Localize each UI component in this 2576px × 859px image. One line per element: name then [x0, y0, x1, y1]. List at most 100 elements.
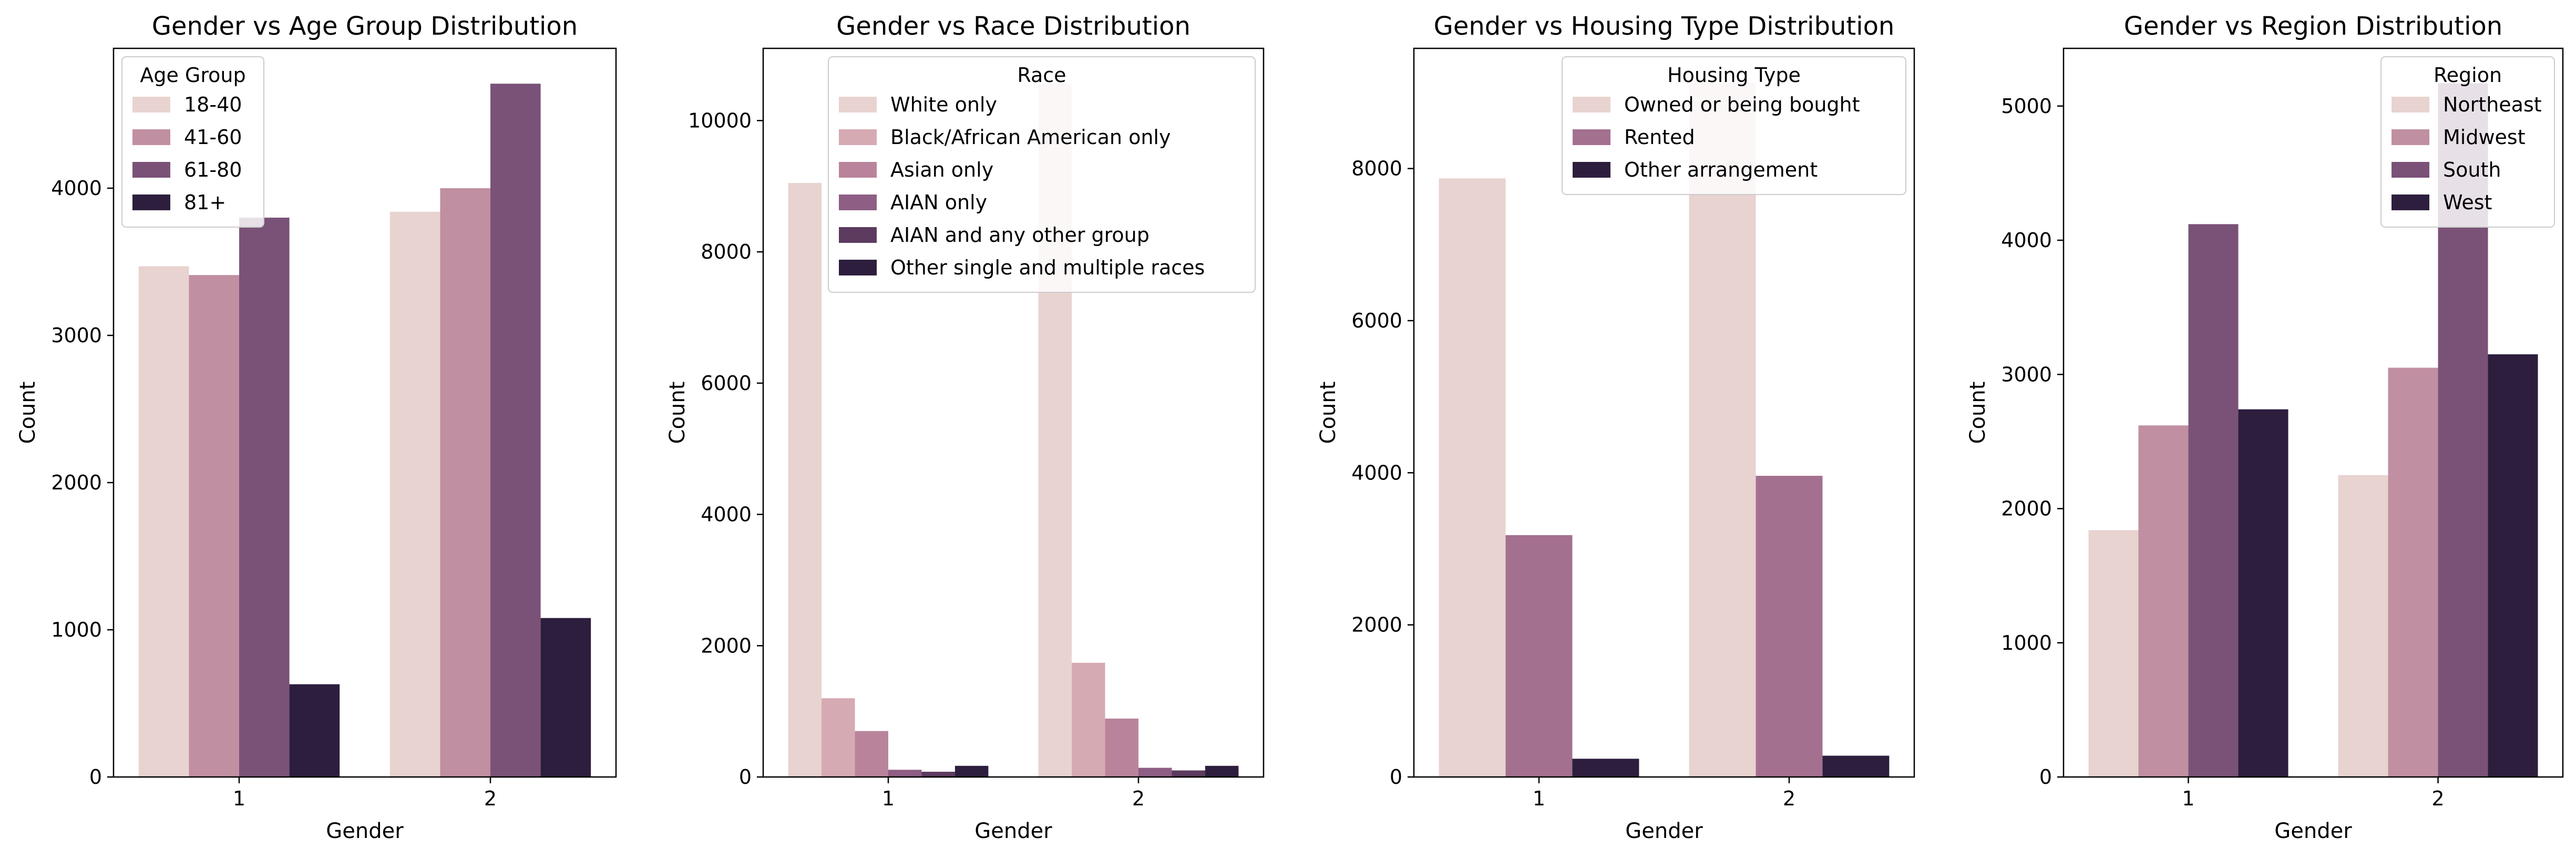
bar: [955, 765, 989, 777]
legend-label: 61-80: [184, 158, 242, 181]
bar: [2388, 367, 2438, 777]
y-tick-label: 8000: [701, 240, 752, 263]
chart-title: Gender vs Region Distribution: [2124, 12, 2502, 41]
bar: [1822, 755, 1890, 777]
legend-label: AIAN and any other group: [890, 223, 1150, 247]
legend-label: Other arrangement: [1624, 158, 1818, 181]
legend-label: West: [2443, 191, 2492, 214]
bar: [921, 772, 955, 777]
legend-swatch: [2392, 162, 2429, 178]
axes-frame: [762, 47, 1265, 778]
bar: [138, 266, 189, 777]
y-axis-label: Count: [1316, 382, 1340, 444]
legend-label: Black/African American only: [890, 126, 1171, 149]
y-tick-label: 0: [2039, 765, 2052, 789]
bar: [1138, 768, 1172, 777]
legend-swatch: [1573, 129, 1610, 145]
legend-label: White only: [890, 93, 997, 116]
chart-title: Gender vs Age Group Distribution: [152, 12, 578, 41]
x-axis-label: Gender: [2274, 819, 2352, 843]
x-tick-label: 2: [1783, 787, 1795, 810]
x-tick-label: 1: [2182, 787, 2194, 810]
legend-swatch: [132, 97, 170, 113]
y-tick-label: 2000: [51, 471, 102, 494]
legend-swatch: [2392, 129, 2429, 145]
bar: [189, 275, 239, 777]
x-axis-label: Gender: [1625, 819, 1703, 843]
legend: Region Northeast Midwest South West: [2380, 56, 2555, 228]
chart-panel: Gender vs Race Distribution 1 2 0 2000 4000 60…: [665, 12, 1265, 843]
bar: [855, 731, 888, 777]
legend-label: Rented: [1624, 126, 1695, 149]
y-tick-label: 6000: [701, 372, 752, 395]
legend-swatch: [2392, 97, 2429, 113]
bar: [1105, 718, 1138, 777]
y-tick-label: 4000: [1351, 461, 1402, 484]
legend-label: Northeast: [2443, 93, 2542, 116]
x-tick-label: 1: [882, 787, 895, 810]
bar: [788, 182, 822, 778]
chart-panel: Gender vs Housing Type Distribution 1 2 0 20…: [1316, 12, 1915, 843]
legend-title: Age Group: [140, 64, 245, 87]
y-tick-label: 8000: [1351, 157, 1402, 180]
legend-swatch: [132, 129, 170, 145]
bar: [490, 84, 541, 778]
y-axis-label: Count: [1966, 382, 1990, 444]
y-axis-label: Count: [665, 382, 690, 444]
legend-swatch: [839, 162, 877, 178]
legend-label: 41-60: [184, 126, 242, 149]
legend-swatch: [2392, 195, 2429, 210]
y-tick-label: 10000: [688, 109, 752, 132]
x-axis-label: Gender: [974, 819, 1052, 843]
y-tick-label: 2000: [1351, 613, 1402, 637]
y-tick-label: 5000: [2001, 95, 2052, 118]
x-tick-label: 2: [1132, 787, 1145, 810]
bar: [1689, 83, 1756, 778]
legend-title: Region: [2434, 64, 2502, 87]
legend-swatch: [839, 97, 877, 113]
legend-swatch: [839, 129, 877, 145]
legend: Age Group 18-40 41-60 61-80 81+: [121, 56, 264, 228]
bar: [2188, 224, 2239, 777]
bar: [2138, 425, 2189, 777]
bar: [389, 211, 440, 777]
axes-frame: [112, 47, 617, 778]
legend-title: Race: [1017, 64, 1066, 87]
legend-label: Owned or being bought: [1624, 93, 1860, 116]
bar: [440, 188, 490, 777]
y-tick-label: 0: [739, 765, 752, 789]
bar: [1439, 178, 1506, 777]
bar: [1572, 759, 1639, 777]
bar: [2338, 475, 2388, 777]
y-tick-label: 1000: [51, 618, 102, 641]
chart-title: Gender vs Housing Type Distribution: [1434, 12, 1895, 41]
bar: [888, 770, 922, 777]
x-tick-label: 1: [233, 787, 245, 810]
legend-title: Housing Type: [1667, 64, 1801, 87]
bar: [1505, 535, 1573, 777]
legend-swatch: [132, 162, 170, 178]
bar: [2238, 409, 2288, 777]
legend-label: AIAN only: [890, 191, 987, 214]
legend-label: Other single and multiple races: [890, 256, 1205, 279]
bar: [1205, 765, 1239, 777]
y-tick-label: 4000: [2001, 229, 2052, 252]
chart-panel: Gender vs Age Group Distribution 1 2 0 1000 2…: [16, 12, 617, 843]
legend: Race White only Black/African American onl…: [828, 56, 1256, 293]
x-tick-label: 2: [2431, 787, 2444, 810]
y-axis-label: Count: [16, 382, 40, 444]
legend: Housing Type Owned or being bought Rented O…: [1562, 56, 1906, 195]
axes-frame: [1413, 47, 1915, 778]
legend-swatch: [839, 195, 877, 210]
y-tick-label: 3000: [2001, 363, 2052, 386]
y-tick-label: 4000: [701, 503, 752, 526]
legend-swatch: [1573, 97, 1610, 113]
legend-box: [1562, 56, 1906, 195]
bar: [2488, 354, 2538, 777]
legend-label: 18-40: [184, 93, 242, 116]
bar: [239, 218, 290, 777]
legend-swatch: [1573, 162, 1610, 178]
legend-label: Asian only: [890, 158, 993, 181]
bar: [1172, 770, 1205, 777]
